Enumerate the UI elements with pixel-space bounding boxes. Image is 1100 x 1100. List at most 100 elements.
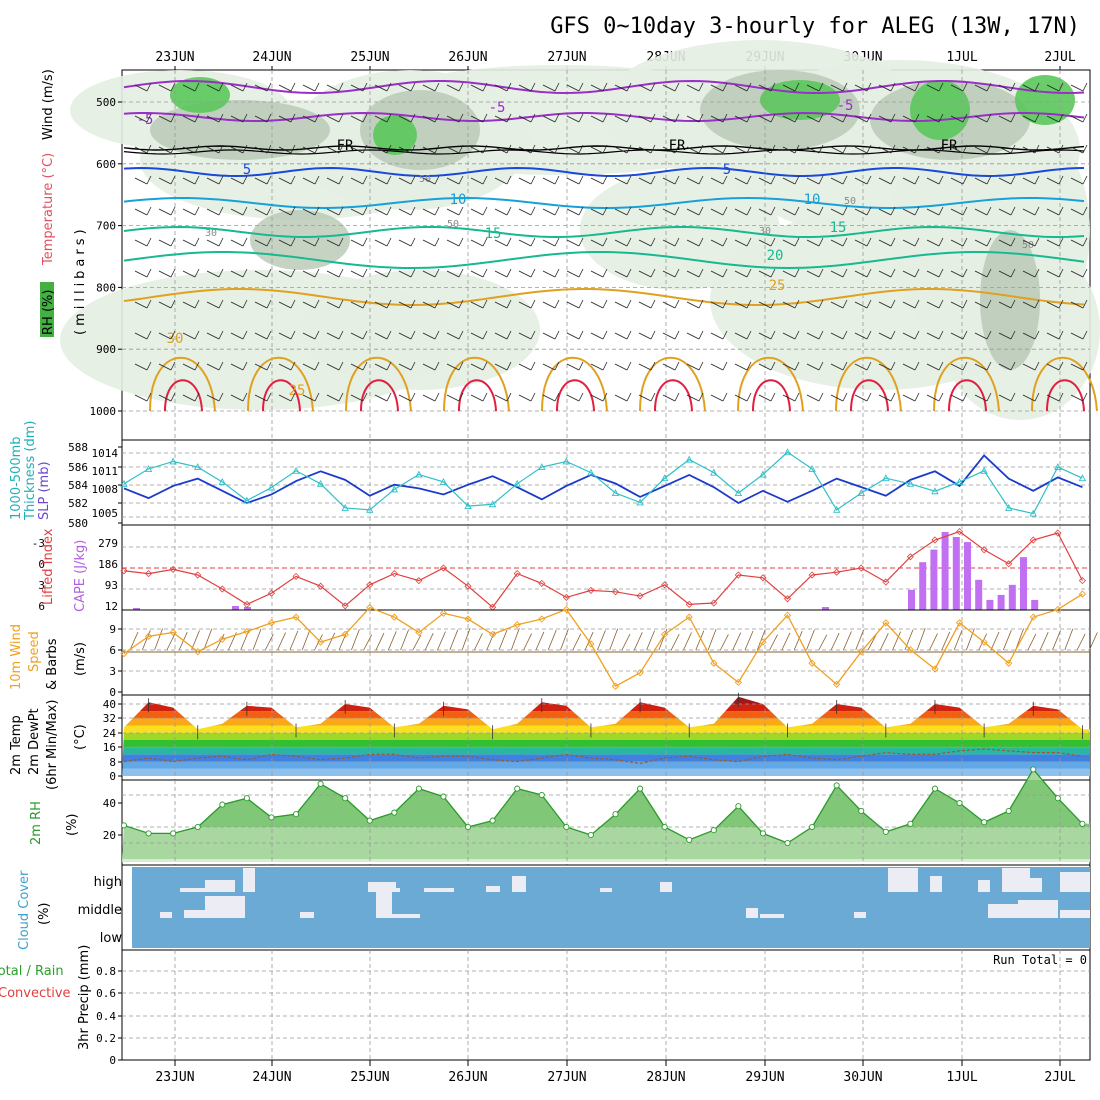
rh-region: [910, 80, 970, 140]
wind-barb: [542, 361, 560, 371]
wind-speed-point: [488, 630, 497, 639]
rh2m-point: [464, 823, 472, 831]
wind-barb: [566, 361, 584, 371]
isotherm-label: 20: [767, 248, 784, 264]
thickness-point: [488, 500, 497, 508]
precip-label-1: Total / Rain: [0, 964, 64, 979]
wind-barb: [926, 361, 944, 371]
rh2m-point: [686, 836, 693, 843]
wind-barb: [518, 113, 536, 123]
isotherm-label: 5: [723, 162, 731, 178]
wind-barb: [230, 144, 248, 154]
wind10m-barb: [867, 634, 877, 651]
li-point: [562, 593, 570, 601]
top-date-label: 2JUL: [1044, 50, 1075, 65]
wind-barb: [782, 361, 800, 371]
wind10m-barb: [904, 629, 914, 651]
wind-barb: [710, 361, 728, 371]
wind-speed-point: [1078, 590, 1087, 598]
wind-barb: [398, 299, 416, 309]
wind-barb: [182, 206, 200, 216]
wind10m-barb: [1002, 630, 1012, 651]
wind-barb: [1070, 361, 1088, 371]
wind-barb: [902, 361, 920, 371]
isotherm-label: 15: [485, 226, 502, 242]
wind-barb: [1046, 299, 1064, 309]
wind-barb: [662, 206, 680, 216]
slp-label-2: Thickness (dm): [23, 421, 38, 521]
wind-barb: [182, 330, 200, 340]
wind-barb: [830, 113, 848, 123]
wind-barb: [542, 237, 560, 247]
rh-region: [250, 210, 350, 270]
wind-barb: [350, 144, 368, 154]
wind-barb: [302, 82, 320, 92]
wind-speed-point: [636, 669, 644, 677]
isotherm-35: [654, 379, 693, 412]
wind-barb: [638, 113, 656, 123]
wind-barb: [734, 330, 752, 340]
wind-barb: [614, 330, 632, 340]
wind-barb: [974, 113, 992, 123]
wind10m-barb: [166, 633, 176, 651]
wind-speed-point: [1005, 659, 1013, 667]
wind-barb: [158, 175, 176, 185]
li-point: [341, 602, 349, 610]
wind-barb: [710, 175, 728, 185]
wind-barb: [902, 330, 920, 340]
rh-region: [980, 230, 1040, 370]
li-point: [145, 570, 153, 578]
wind-barb: [830, 361, 848, 371]
rh2m-line: [123, 768, 1083, 844]
axis-tick-label: 586: [68, 461, 88, 474]
isotherm-minus5: [123, 80, 1085, 95]
wind-barb: [638, 330, 656, 340]
cape-bar: [997, 594, 1005, 610]
wind-speed-point: [390, 613, 398, 621]
wind-barb: [158, 361, 176, 371]
wind-barb: [494, 299, 512, 309]
slp-thickness-lines: [120, 448, 1087, 517]
wind10m-barb: [400, 629, 409, 651]
cape-bar: [1031, 599, 1039, 610]
wind-barb: [1022, 237, 1040, 247]
wind-barb: [278, 144, 296, 154]
wind-barb: [398, 330, 416, 340]
cloud-level-label: middle: [78, 903, 122, 918]
wind-barb: [614, 299, 632, 309]
wind-barb: [542, 330, 560, 340]
temp-band: [122, 725, 1090, 733]
wind-barb: [254, 330, 272, 340]
rh2m-point: [637, 785, 644, 792]
rh-contour-label: 50: [419, 174, 431, 185]
wind10m-barb: [744, 630, 754, 651]
wind-barb: [806, 392, 824, 402]
wind10m-barb: [670, 634, 680, 651]
wind-barb: [398, 268, 416, 278]
wind-barb: [1070, 144, 1088, 154]
temp-band: [122, 740, 1090, 748]
wind-barb: [326, 144, 344, 154]
wind10m-barb: [830, 632, 840, 651]
wind-barb: [1022, 144, 1040, 154]
wind-barb: [710, 82, 728, 92]
thickness-point: [267, 483, 276, 491]
wind10m-barb: [129, 631, 139, 651]
wind-barb: [158, 330, 176, 340]
wind-speed-point: [906, 646, 915, 654]
cloud-label-1: Cloud Cover: [17, 870, 32, 950]
wind-barb: [230, 268, 248, 278]
wind-barb: [638, 144, 656, 154]
axis-tick-label: 700: [96, 220, 116, 233]
wind-barb: [230, 206, 248, 216]
wind-barb: [950, 144, 968, 154]
wind-barb: [686, 330, 704, 340]
wind-barb: [974, 361, 992, 371]
wind-barb: [254, 206, 272, 216]
wind-barb: [734, 206, 752, 216]
wind10m-barb: [289, 630, 299, 651]
thickness-point: [538, 463, 546, 471]
wind-barb: [470, 113, 488, 123]
rh-contour-label: 30: [205, 228, 217, 239]
li-point: [218, 585, 226, 593]
